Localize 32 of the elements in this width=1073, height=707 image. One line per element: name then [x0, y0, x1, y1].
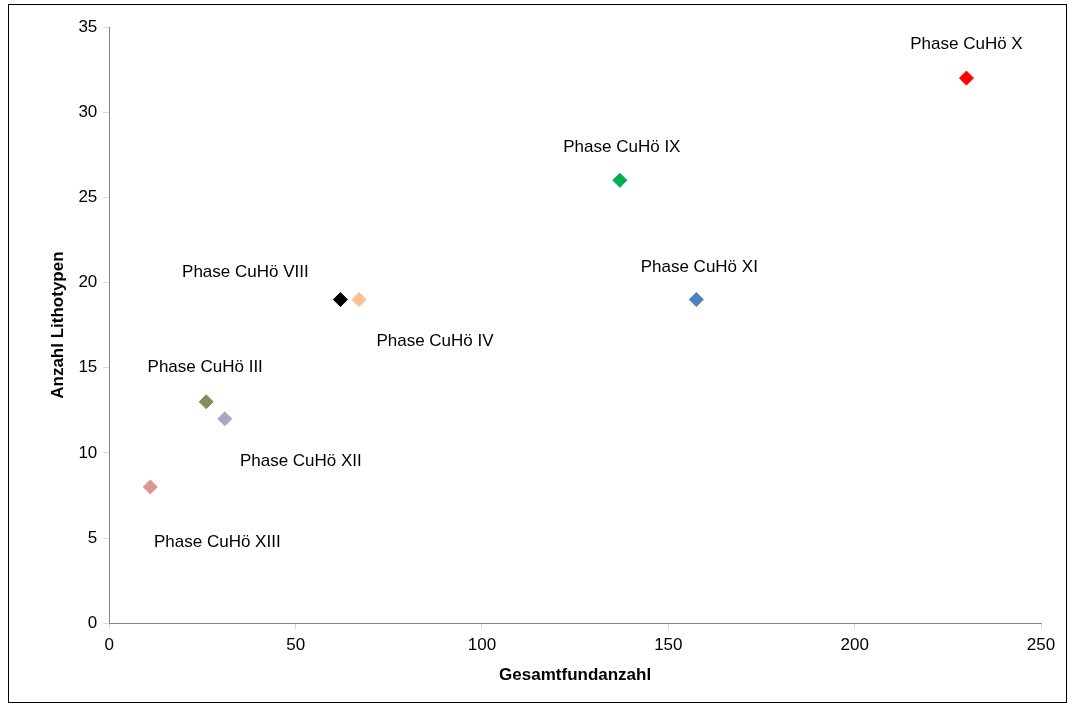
point — [332, 292, 348, 308]
x-axis-title: Gesamtfundanzahl — [499, 665, 652, 685]
series-label: Phase CuHö IX — [563, 137, 681, 156]
x-tick-label: 50 — [286, 635, 306, 655]
y-tick-label: 10 — [78, 442, 98, 462]
y-tick-label: 20 — [78, 272, 98, 292]
series-label: Phase CuHö XII — [239, 451, 362, 471]
series-label: Phase CuHö III — [147, 357, 263, 377]
y-tick-label: 30 — [78, 101, 98, 121]
text: Phase CuHö XIII — [153, 531, 281, 551]
x-tick-label: 250 — [1026, 635, 1056, 655]
x-tick-label: 100 — [467, 635, 497, 655]
y-tick-label: 25 — [78, 187, 98, 207]
point — [217, 411, 233, 427]
point — [351, 292, 367, 308]
point — [688, 292, 704, 308]
series-label: Phase CuHö X — [910, 33, 1023, 53]
series-label: Phase CuHö IV — [376, 331, 495, 351]
y-tick-label: 15 — [78, 357, 98, 377]
y-tick-label: 5 — [87, 527, 98, 547]
y-tick-label: 35 — [78, 16, 98, 36]
y-tick-label: 0 — [87, 612, 98, 632]
series-label: Phase CuHö VIII — [182, 262, 309, 282]
x-tick-label: 200 — [840, 635, 869, 655]
point — [612, 172, 628, 188]
series-label: Phase CuHö XI — [640, 257, 758, 277]
x-tick-label: 150 — [654, 635, 683, 655]
point — [198, 394, 214, 410]
y-axis-title: Anzahl Lithotypen — [47, 251, 67, 399]
point — [958, 70, 974, 86]
x-tick-label: 0 — [104, 635, 115, 655]
point — [142, 479, 158, 495]
